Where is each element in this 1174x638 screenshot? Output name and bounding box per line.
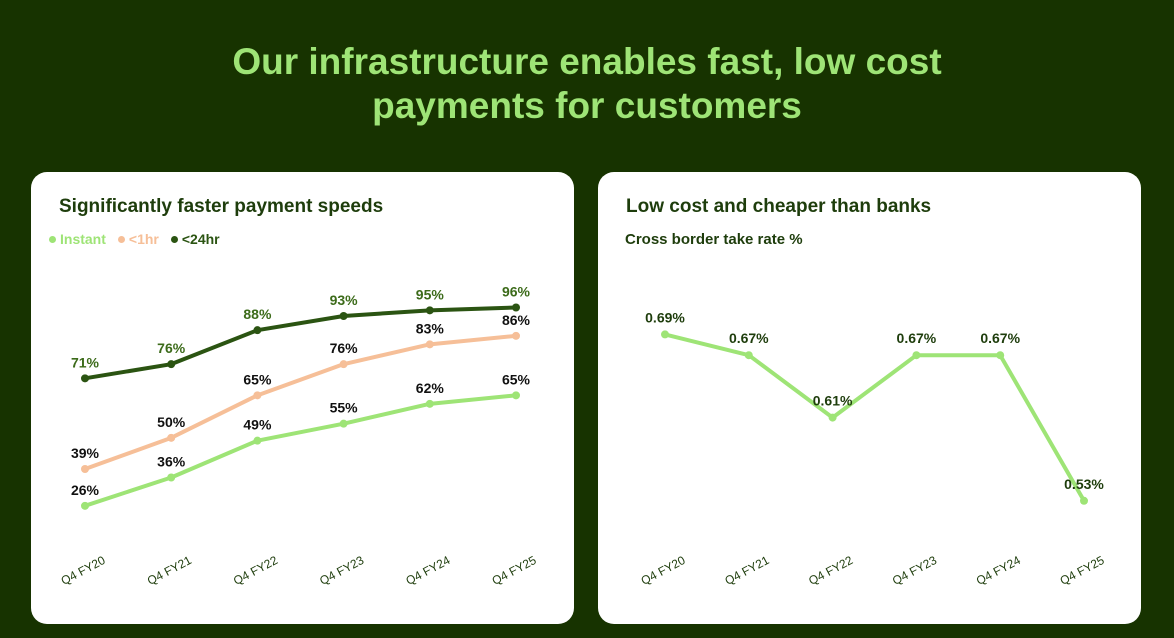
data-point-instant — [81, 501, 89, 510]
x-tick-label: Q4 FY21 — [145, 553, 194, 588]
x-tick-label: Q4 FY20 — [59, 553, 108, 588]
data-label-24hr: 76% — [157, 340, 186, 356]
data-label-take-rate: 0.61% — [813, 393, 853, 409]
legend-dot-1hr — [117, 235, 125, 243]
x-tick-label: Q4 FY24 — [403, 553, 452, 588]
x-tick-label: Q4 FY22 — [806, 553, 855, 588]
data-point-1hr — [339, 360, 348, 369]
data-point-24hr — [425, 306, 434, 315]
data-label-take-rate: 0.67% — [980, 330, 1020, 346]
data-label-24hr: 88% — [243, 306, 272, 322]
data-point-1hr — [81, 465, 89, 473]
x-tick-label: Q4 FY21 — [722, 553, 771, 588]
legend-item-1hr: <1hr — [117, 231, 159, 247]
data-label-take-rate: 0.69% — [645, 309, 685, 325]
data-point-1hr — [167, 433, 176, 442]
data-point-take-rate — [661, 330, 669, 339]
data-label-take-rate: 0.53% — [1064, 476, 1104, 492]
legend-dot-instant — [49, 235, 56, 243]
series-line-take-rate — [663, 332, 1086, 503]
data-point-instant — [167, 473, 176, 482]
legend-dot-24hr — [170, 235, 178, 243]
data-label-instant: 62% — [416, 380, 445, 396]
series-line-24hr — [83, 305, 518, 381]
data-point-24hr — [167, 360, 176, 369]
data-point-24hr — [512, 303, 520, 312]
data-label-24hr: 96% — [502, 284, 531, 300]
data-point-1hr — [253, 391, 262, 400]
legend-label-1hr: <1hr — [128, 231, 159, 247]
payment-speeds-title: Significantly faster payment speeds — [59, 196, 384, 217]
legend-label-24hr: <24hr — [181, 231, 220, 247]
x-tick-label: Q4 FY23 — [317, 553, 366, 588]
data-label-take-rate: 0.67% — [897, 330, 937, 346]
data-label-take-rate: 0.67% — [729, 330, 769, 346]
data-label-1hr: 65% — [243, 371, 272, 387]
x-tick-label: Q4 FY25 — [1058, 553, 1107, 588]
data-label-instant: 65% — [502, 371, 531, 387]
x-tick-label: Q4 FY23 — [890, 553, 939, 588]
data-point-take-rate — [1080, 496, 1088, 505]
data-point-24hr — [253, 326, 262, 335]
data-label-1hr: 76% — [330, 340, 359, 356]
take-rate-chart: Q4 FY20 Q4 FY21 Q4 FY22 Q4 FY23 Q4 FY24 Q4 FY… — [639, 309, 1107, 588]
data-point-instant — [253, 436, 262, 445]
payment-speeds-legend: Instant <1hr <24hr — [49, 231, 220, 247]
take-rate-card: Low cost and cheaper than banks Cross bo… — [598, 172, 1141, 624]
data-point-take-rate — [996, 351, 1005, 360]
data-point-take-rate — [744, 351, 753, 360]
take-rate-title: Low cost and cheaper than banks — [626, 196, 932, 217]
data-point-1hr — [512, 331, 520, 340]
data-label-instant: 49% — [243, 417, 272, 433]
data-point-instant — [425, 399, 434, 408]
data-label-instant: 26% — [71, 482, 100, 498]
data-label-1hr: 86% — [502, 312, 531, 328]
data-point-take-rate — [828, 413, 837, 422]
slide-title-line-2: payments for customers — [372, 85, 802, 126]
data-point-instant — [512, 391, 520, 400]
data-point-1hr — [425, 340, 434, 349]
legend-item-instant: Instant — [49, 231, 106, 247]
series-line-1hr — [83, 333, 518, 471]
x-tick-label: Q4 FY20 — [639, 553, 688, 588]
slide-title-line-1: Our infrastructure enables fast, low cos… — [232, 41, 942, 82]
x-tick-label: Q4 FY24 — [974, 553, 1023, 588]
legend-label-instant: Instant — [60, 231, 106, 247]
data-label-24hr: 71% — [71, 354, 100, 370]
series-line-instant — [83, 393, 518, 508]
data-label-instant: 55% — [330, 400, 359, 416]
payment-speeds-chart: Q4 FY20 Q4 FY21 Q4 FY22 Q4 FY23 Q4 FY24 Q4 FY… — [59, 284, 539, 588]
x-tick-label: Q4 FY22 — [231, 553, 280, 588]
take-rate-subtitle: Cross border take rate % — [625, 231, 803, 248]
data-point-instant — [339, 419, 348, 428]
data-label-24hr: 95% — [416, 286, 445, 302]
data-label-1hr: 50% — [157, 414, 186, 430]
data-label-instant: 36% — [157, 454, 186, 470]
data-point-take-rate — [912, 351, 921, 360]
data-point-24hr — [81, 374, 89, 383]
legend-item-24hr: <24hr — [170, 231, 220, 247]
payment-speeds-card: Significantly faster payment speeds Inst… — [31, 172, 574, 624]
data-label-24hr: 93% — [330, 292, 359, 308]
data-point-24hr — [339, 312, 348, 320]
slide-title: Our infrastructure enables fast, low cos… — [0, 40, 1174, 128]
x-tick-label: Q4 FY25 — [490, 553, 539, 588]
data-label-1hr: 83% — [416, 320, 445, 336]
data-label-1hr: 39% — [71, 445, 100, 461]
